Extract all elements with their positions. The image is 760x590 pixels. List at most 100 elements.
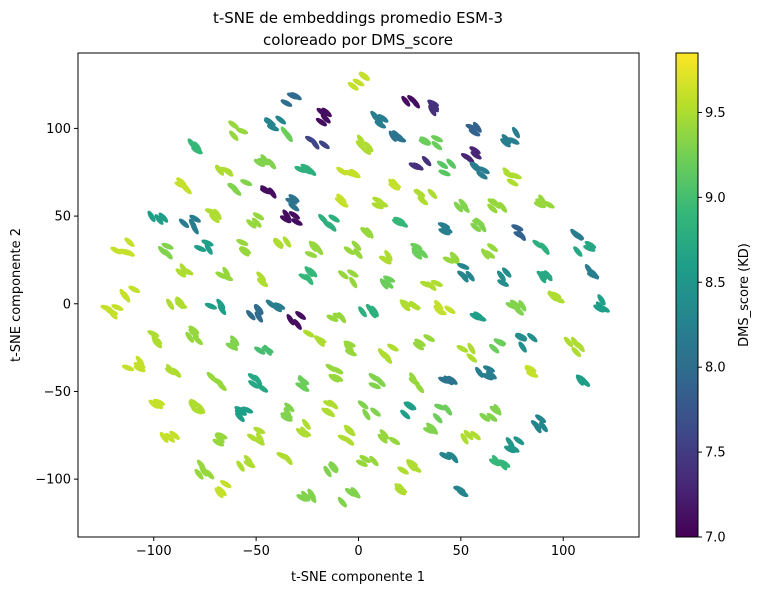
scatter-point xyxy=(302,329,315,338)
scatter-point xyxy=(358,306,367,318)
scatter-point xyxy=(509,299,521,309)
scatter-point xyxy=(356,134,366,146)
scatter-point xyxy=(161,242,174,250)
cluster-group xyxy=(481,243,499,260)
scatter-point xyxy=(488,458,501,467)
scatter-point xyxy=(434,403,447,411)
scatter-point xyxy=(508,444,520,453)
scatter-point xyxy=(328,214,340,223)
scatter-point xyxy=(370,305,379,318)
scatter-point xyxy=(290,92,302,101)
scatter-point xyxy=(503,171,516,179)
scatter-point xyxy=(533,201,547,209)
scatter-point xyxy=(387,343,399,352)
scatter-point xyxy=(181,267,194,276)
scatter-point xyxy=(343,246,355,255)
scatter-point xyxy=(175,268,187,278)
scatter-point xyxy=(328,373,340,383)
scatter-point xyxy=(511,224,524,232)
cluster-group xyxy=(279,209,303,226)
scatter-point xyxy=(563,336,574,348)
scatter-point xyxy=(384,250,393,262)
scatter-point xyxy=(246,310,256,321)
scatter-point xyxy=(434,300,444,311)
scatter-point xyxy=(370,407,381,417)
scatter-point xyxy=(421,155,432,167)
cluster-group xyxy=(377,429,401,446)
scatter-point xyxy=(288,194,300,203)
scatter-point xyxy=(503,445,516,454)
scatter-point xyxy=(147,210,156,223)
scatter-point xyxy=(414,338,426,347)
scatter-point xyxy=(377,114,389,123)
cluster-group xyxy=(337,424,356,446)
scatter-point xyxy=(436,160,449,170)
scatter-point xyxy=(259,187,273,195)
scatter-point xyxy=(538,271,547,284)
cluster-group xyxy=(276,451,293,466)
scatter-point xyxy=(348,171,361,179)
scatter-point xyxy=(322,219,334,230)
cluster-group xyxy=(379,275,396,290)
cluster-group xyxy=(357,400,381,421)
scatter-point xyxy=(467,342,476,355)
scatter-point xyxy=(570,336,580,348)
cluster-group xyxy=(487,198,508,214)
cluster-group xyxy=(465,121,482,137)
scatter-point xyxy=(165,367,177,376)
scatter-point xyxy=(383,275,396,283)
scatter-point xyxy=(497,279,509,287)
scatter-point xyxy=(191,407,204,415)
scatter-point xyxy=(256,271,266,282)
cluster-group xyxy=(593,294,610,313)
colorbar xyxy=(675,52,699,538)
scatter-point xyxy=(337,270,349,280)
scatter-point xyxy=(513,436,525,446)
scatter-point xyxy=(357,400,369,410)
cluster-group xyxy=(100,304,124,320)
cluster-group xyxy=(280,402,295,422)
scatter-point xyxy=(188,325,200,335)
scatter-point xyxy=(194,468,204,480)
scatter-point xyxy=(409,372,418,384)
scatter-point xyxy=(489,405,501,415)
scatter-point xyxy=(194,245,207,252)
scatter-point xyxy=(261,346,274,354)
scatter-point xyxy=(365,227,374,239)
scatter-point xyxy=(486,412,498,422)
scatter-point xyxy=(438,169,451,177)
scatter-point xyxy=(539,421,548,433)
scatter-point xyxy=(122,291,131,303)
y-tick-label: −100 xyxy=(35,473,71,488)
cluster-group xyxy=(280,126,293,143)
cluster-group xyxy=(286,311,307,330)
cluster-group xyxy=(259,185,277,199)
cluster-group xyxy=(304,240,324,258)
scatter-point xyxy=(257,278,268,288)
cluster-group xyxy=(533,194,555,209)
cluster-group xyxy=(570,228,585,241)
scatter-point xyxy=(420,280,433,288)
scatter-point xyxy=(295,311,307,320)
cluster-group xyxy=(399,299,421,312)
scatter-point xyxy=(271,303,283,313)
cluster-group xyxy=(188,398,206,415)
scatter-point xyxy=(304,266,314,278)
cluster-group xyxy=(453,198,470,213)
scatter-point xyxy=(236,239,249,246)
cluster-group xyxy=(204,208,222,223)
cluster-group xyxy=(253,154,277,170)
scatter-point xyxy=(374,120,387,129)
scatter-point xyxy=(215,271,228,280)
scatter-point xyxy=(483,250,496,259)
scatter-point xyxy=(397,466,409,475)
cluster-group xyxy=(503,436,525,454)
scatter-point xyxy=(254,311,264,323)
colorbar-label: DMS_score (KD) xyxy=(737,243,752,347)
scatter-point xyxy=(253,426,266,435)
scatter-point xyxy=(159,431,169,443)
cluster-group xyxy=(408,372,425,394)
scatter-point xyxy=(457,270,469,280)
scatter-point xyxy=(315,117,327,127)
cluster-group xyxy=(215,266,234,282)
